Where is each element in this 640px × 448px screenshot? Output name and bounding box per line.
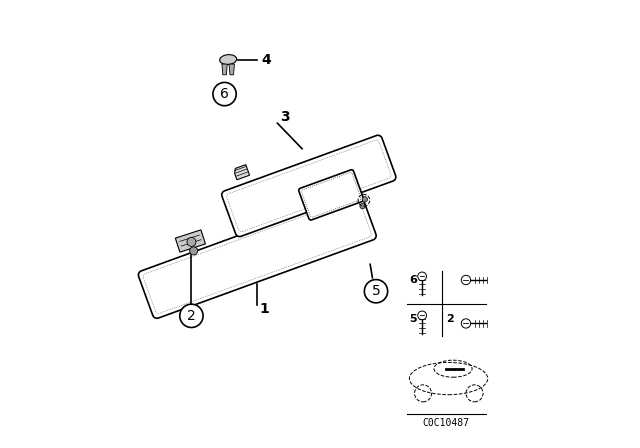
Text: C0C10487: C0C10487 [423,418,470,428]
Text: 6: 6 [220,87,229,101]
Circle shape [362,197,367,202]
Circle shape [418,272,426,281]
Text: 2: 2 [446,314,454,324]
Circle shape [189,247,198,255]
Text: 4: 4 [262,52,271,67]
Polygon shape [299,170,364,220]
Polygon shape [222,64,227,75]
Text: 5: 5 [372,284,380,298]
Text: 2: 2 [187,309,196,323]
Polygon shape [222,135,396,237]
Text: 1: 1 [260,302,269,316]
Polygon shape [229,64,234,75]
Polygon shape [235,164,250,180]
Text: 6: 6 [409,275,417,285]
Circle shape [461,276,470,284]
Polygon shape [138,193,376,318]
Text: 3: 3 [280,110,289,125]
Circle shape [360,203,365,209]
Text: 5: 5 [410,314,417,324]
Polygon shape [175,230,205,252]
Ellipse shape [220,55,237,65]
Circle shape [180,304,203,327]
Circle shape [418,311,426,320]
Circle shape [213,82,236,106]
Circle shape [187,237,196,246]
Circle shape [364,280,388,303]
Circle shape [461,319,470,328]
